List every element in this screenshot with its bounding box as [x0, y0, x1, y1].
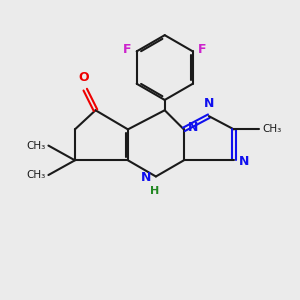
- Text: N: N: [204, 97, 214, 110]
- Text: N: N: [141, 172, 152, 184]
- Text: F: F: [198, 44, 207, 56]
- Text: F: F: [123, 44, 131, 56]
- Text: N: N: [239, 155, 250, 168]
- Text: CH₃: CH₃: [26, 170, 46, 180]
- Text: H: H: [150, 186, 159, 196]
- Text: N: N: [188, 122, 199, 134]
- Text: O: O: [78, 71, 89, 84]
- Text: CH₃: CH₃: [26, 141, 46, 151]
- Text: CH₃: CH₃: [262, 124, 281, 134]
